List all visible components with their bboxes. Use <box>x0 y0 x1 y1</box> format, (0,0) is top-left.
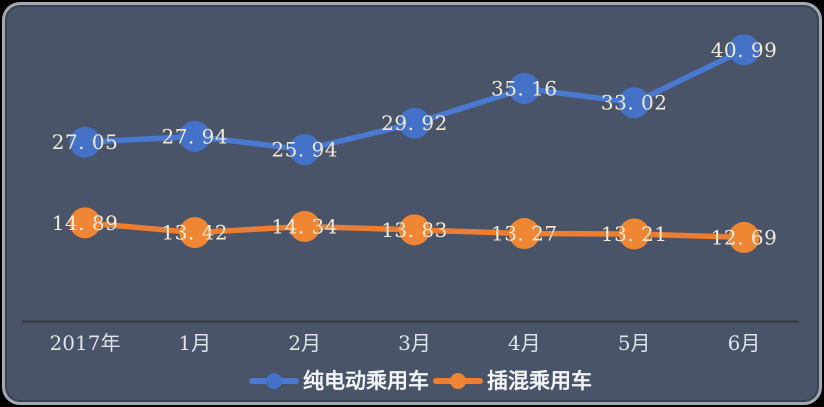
data-point-label: 33. 02 <box>601 91 668 115</box>
x-axis-tick-label: 3月 <box>398 331 431 355</box>
data-point-marker <box>289 134 321 166</box>
data-point-marker <box>179 120 211 152</box>
data-point-marker <box>728 34 760 66</box>
data-point-marker <box>728 221 760 253</box>
data-point-marker <box>69 207 101 239</box>
data-point-label: 13. 42 <box>161 221 228 245</box>
x-axis-tick-label: 5月 <box>618 331 651 355</box>
data-point-marker <box>399 214 430 246</box>
data-point-marker <box>618 218 650 250</box>
data-point-marker <box>399 107 430 139</box>
series-纯电动乘用车 <box>69 34 760 166</box>
data-point-label: 13. 21 <box>601 222 668 246</box>
series-layer <box>69 34 760 253</box>
data-point-label: 13. 27 <box>491 222 558 246</box>
x-axis-tick-label: 4月 <box>508 331 541 355</box>
series-插混乘用车 <box>69 207 760 253</box>
data-point-marker <box>508 218 540 250</box>
data-point-label: 14. 89 <box>52 211 119 235</box>
data-point-label: 40. 99 <box>711 38 778 62</box>
data-point-label: 27. 05 <box>52 130 119 154</box>
x-axis-tick-label: 2017年 <box>50 331 121 355</box>
data-point-label: 14. 34 <box>271 214 338 238</box>
legend-item: 插混乘用车 <box>433 369 592 393</box>
legend-dot-marker <box>450 373 466 389</box>
data-point-marker <box>289 210 321 242</box>
legend-item-label: 纯电动乘用车 <box>303 369 429 393</box>
legend-item-label: 插混乘用车 <box>487 369 592 393</box>
data-point-marker <box>69 126 101 158</box>
data-point-label: 13. 83 <box>381 218 448 242</box>
x-axis-tick-label: 1月 <box>178 331 211 355</box>
data-point-label: 27. 94 <box>161 124 228 148</box>
data-point-marker <box>508 72 540 104</box>
data-point-marker <box>179 217 211 249</box>
data-point-label: 12. 69 <box>711 225 778 249</box>
x-axis-tick-label: 6月 <box>728 331 761 355</box>
data-label-layer: 27. 05 27. 94 25. 94 29. 92 35. 16 33. 02 40. … <box>52 38 778 250</box>
x-axis-tick-label: 2月 <box>288 331 321 355</box>
legend-dot-marker <box>266 373 282 389</box>
data-point-label: 25. 94 <box>271 138 338 162</box>
chart-legend: 纯电动乘用车 插混乘用车 <box>249 369 592 393</box>
legend-item: 纯电动乘用车 <box>249 369 429 393</box>
data-point-marker <box>618 87 650 119</box>
x-axis-labels: 2017年 1月 2月 3月 4月 5月 6月 <box>50 331 761 355</box>
data-point-label: 29. 92 <box>381 111 448 135</box>
data-point-label: 35. 16 <box>491 76 558 100</box>
